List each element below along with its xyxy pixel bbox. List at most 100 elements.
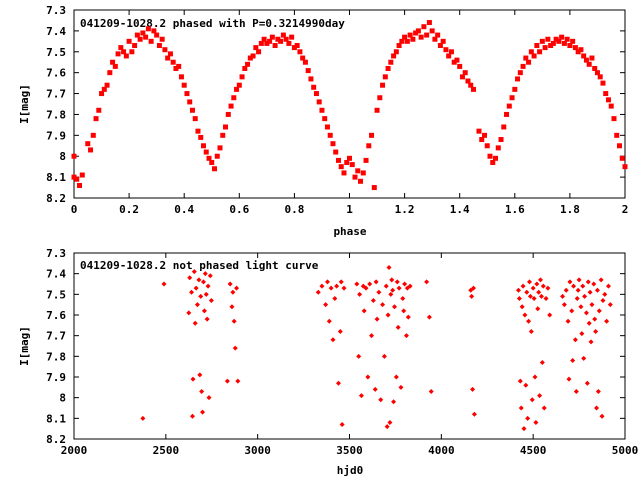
phased-data-point xyxy=(313,91,319,97)
unphased-data-point xyxy=(527,293,533,299)
phased-data-point xyxy=(437,43,443,49)
phased-data-point xyxy=(545,36,551,42)
phased-data-point xyxy=(159,36,165,42)
phased-data-point xyxy=(267,38,273,44)
phased-data-point xyxy=(407,32,413,38)
unphased-data-point xyxy=(566,376,572,382)
unphased-data-point xyxy=(574,295,580,301)
unphased-data-point xyxy=(192,320,198,326)
unphased-data-point xyxy=(526,279,532,285)
unphased-data-point xyxy=(206,395,212,401)
unphased-data-point xyxy=(376,289,382,295)
unphased-data-point xyxy=(189,289,195,295)
unphased-data-point xyxy=(426,314,432,320)
phased-data-point xyxy=(391,53,397,59)
phased-x-tick-label: 2 xyxy=(622,203,629,216)
phased-data-point xyxy=(112,63,118,69)
phased-data-point xyxy=(402,34,408,40)
unphased-data-point xyxy=(522,312,528,318)
unphased-data-point xyxy=(384,424,390,430)
phased-x-tick-label: 0 xyxy=(71,203,78,216)
phased-data-point xyxy=(126,38,132,44)
phased-data-point xyxy=(435,32,441,38)
phased-data-point xyxy=(253,45,259,51)
phased-data-point xyxy=(162,47,168,53)
unphased-data-point xyxy=(189,413,195,419)
phased-data-point xyxy=(335,157,341,163)
phased-data-point xyxy=(170,59,176,65)
phased-data-point xyxy=(498,137,504,143)
phased-data-point xyxy=(151,28,157,34)
unphased-data-point xyxy=(370,298,376,304)
unphased-chart: 041209-1028.2 not phased light curve hjd… xyxy=(18,247,638,477)
unphased-data-point xyxy=(358,393,364,399)
phased-chart: 041209-1028.2 phased with P=0.3214990day… xyxy=(18,4,628,238)
phased-data-point xyxy=(531,53,537,59)
phased-data-point xyxy=(88,147,94,153)
unphased-x-axis-label: hjd0 xyxy=(337,464,364,477)
phased-data-point xyxy=(71,153,77,159)
unphased-data-point xyxy=(204,316,210,322)
unphased-chart-title: 041209-1028.2 not phased light curve xyxy=(80,259,319,272)
phased-y-tick-label: 8.1 xyxy=(46,171,66,184)
phased-data-point xyxy=(426,20,432,26)
phased-data-point xyxy=(192,116,198,122)
unphased-data-point xyxy=(533,419,539,425)
phased-data-point xyxy=(264,40,270,46)
phased-data-point xyxy=(115,51,121,57)
phased-data-point xyxy=(459,74,465,80)
phased-data-point xyxy=(490,159,496,165)
unphased-data-point xyxy=(356,353,362,359)
unphased-data-point xyxy=(396,285,402,291)
unphased-data-point xyxy=(599,413,605,419)
phased-data-point xyxy=(512,86,518,92)
phased-data-point xyxy=(184,91,190,97)
unphased-data-point xyxy=(323,302,329,308)
phased-data-point xyxy=(258,40,264,46)
unphased-data-point xyxy=(537,393,543,399)
unphased-data-point xyxy=(197,372,203,378)
phased-data-point xyxy=(300,55,306,61)
phased-data-point xyxy=(250,53,256,59)
unphased-data-point xyxy=(535,306,541,312)
unphased-data-point xyxy=(383,283,389,289)
unphased-x-tick-label: 2000 xyxy=(61,444,88,457)
phased-data-point xyxy=(107,70,113,76)
unphased-data-point xyxy=(234,285,240,291)
phased-data-point xyxy=(424,32,430,38)
phased-chart-title: 041209-1028.2 phased with P=0.3214990day xyxy=(80,17,345,30)
unphased-x-tick-label: 5000 xyxy=(612,444,639,457)
unphased-data-point xyxy=(339,422,345,428)
phased-data-point xyxy=(377,95,383,101)
unphased-data-point xyxy=(201,308,207,314)
phased-data-point xyxy=(594,70,600,76)
unphased-data-point xyxy=(591,281,597,287)
phased-data-point xyxy=(247,55,253,61)
unphased-data-point xyxy=(470,386,476,392)
phased-data-point xyxy=(121,49,127,55)
unphased-data-point xyxy=(193,285,199,291)
phased-data-point xyxy=(77,182,83,188)
phased-data-point xyxy=(410,36,416,42)
phased-data-point xyxy=(622,164,628,170)
unphased-y-tick-label: 8.2 xyxy=(46,433,66,446)
phased-data-point xyxy=(302,59,308,65)
unphased-data-point xyxy=(387,419,393,425)
unphased-data-point xyxy=(536,289,542,295)
unphased-data-point xyxy=(199,388,205,394)
phased-data-point xyxy=(451,59,457,65)
unphased-data-point xyxy=(208,298,214,304)
unphased-data-point xyxy=(315,289,321,295)
phased-data-point xyxy=(493,155,499,161)
phased-data-point xyxy=(225,111,231,117)
unphased-data-point xyxy=(381,353,387,359)
phased-data-point xyxy=(374,107,380,113)
unphased-data-point xyxy=(202,271,208,277)
unphased-data-point xyxy=(579,331,585,337)
phased-data-point xyxy=(611,116,617,122)
unphased-data-point xyxy=(196,277,202,283)
unphased-data-point xyxy=(205,283,211,289)
unphased-data-point xyxy=(372,386,378,392)
unphased-data-point xyxy=(187,275,193,281)
phased-data-point xyxy=(539,38,545,44)
